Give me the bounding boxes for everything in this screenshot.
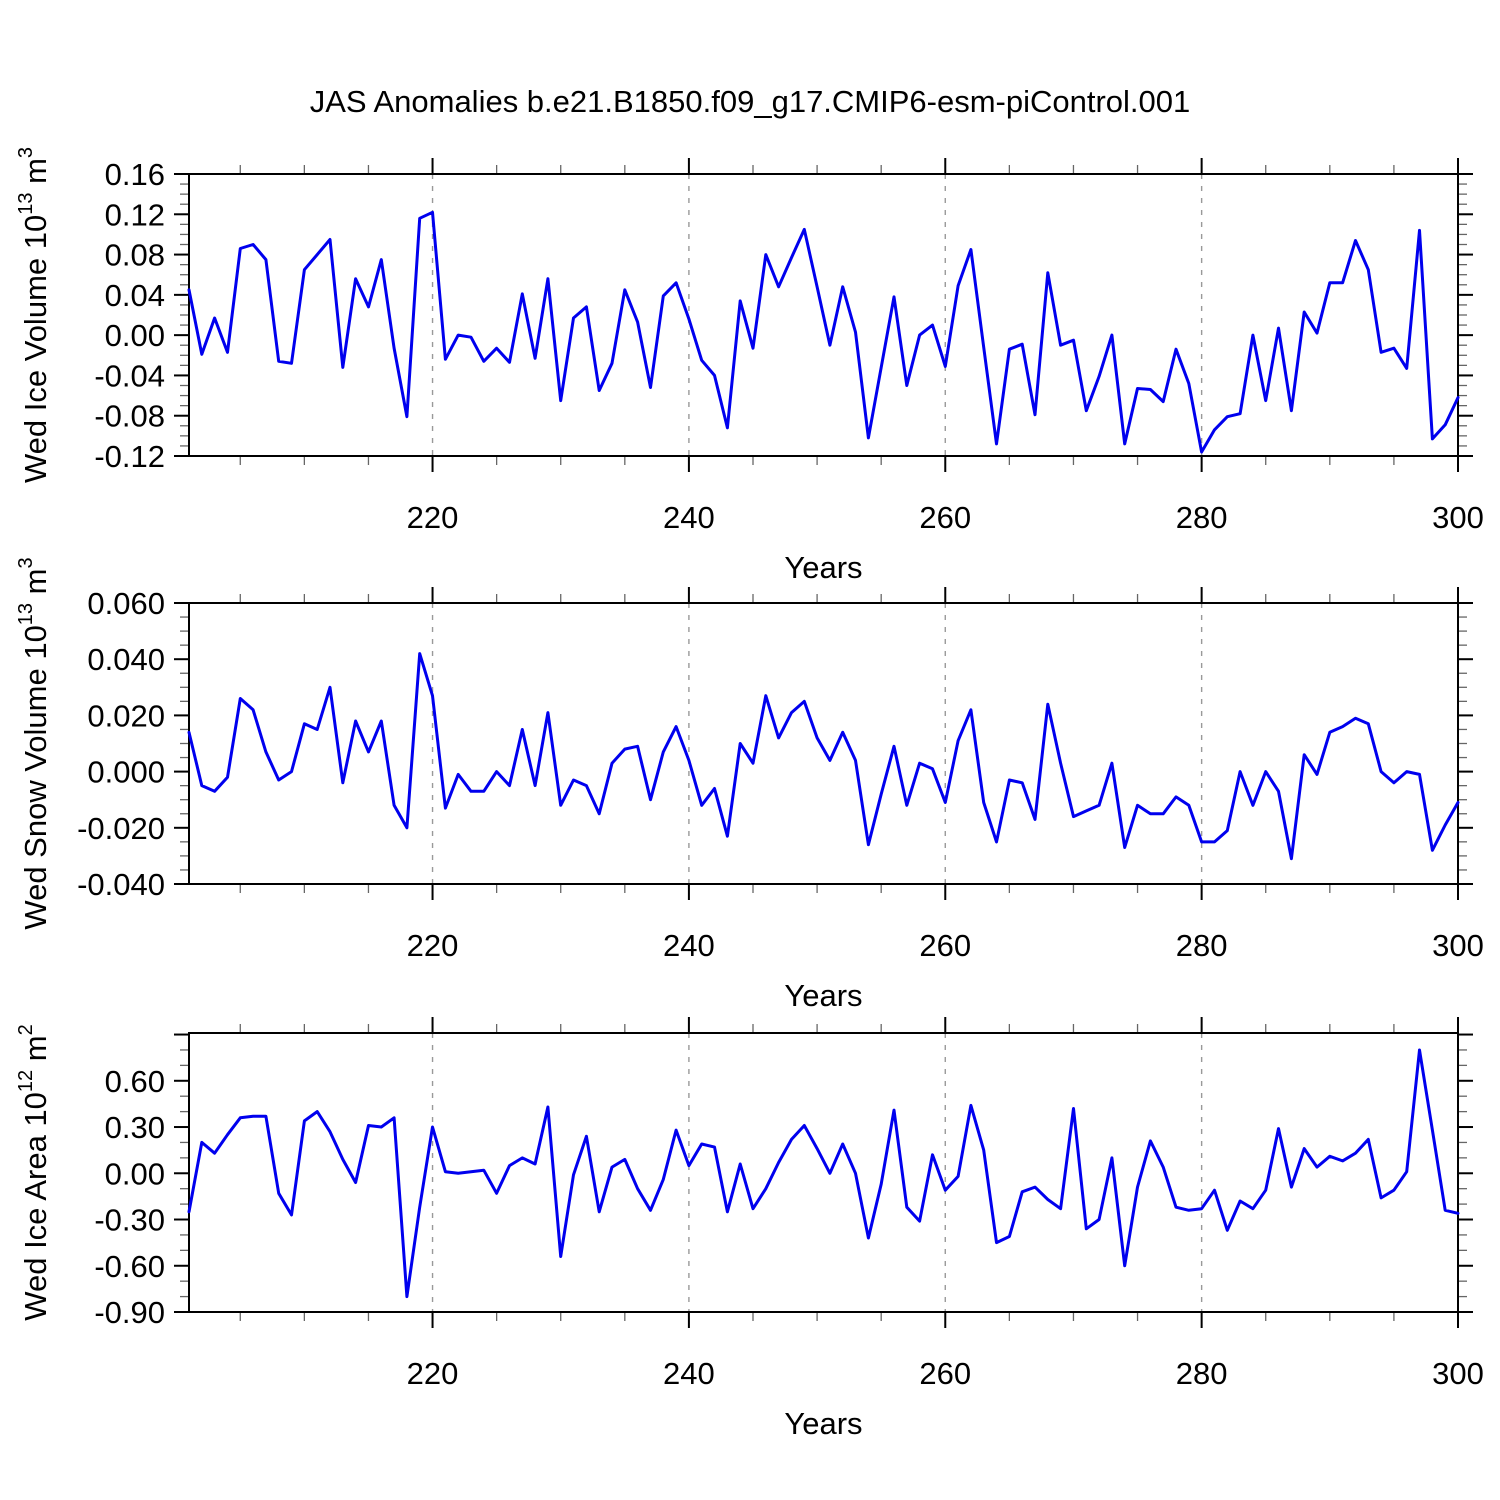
x-tick-label: 280 xyxy=(1176,1356,1228,1391)
y-tick-label: 0.16 xyxy=(105,157,165,192)
x-axis-title: Years xyxy=(784,978,862,1013)
y-tick-label: 0.040 xyxy=(87,642,165,677)
x-tick-label: 300 xyxy=(1432,500,1484,535)
y-tick-label: -0.04 xyxy=(94,358,165,393)
y-tick-label: 0.04 xyxy=(105,278,165,313)
y-tick-label: -0.60 xyxy=(94,1249,165,1284)
y-axis-title: Wed Ice Area 1012 m2 xyxy=(15,1024,53,1320)
x-tick-label: 260 xyxy=(919,928,971,963)
x-tick-label: 300 xyxy=(1432,1356,1484,1391)
chart-title: JAS Anomalies b.e21.B1850.f09_g17.CMIP6-… xyxy=(309,84,1191,119)
data-line-wed-ice-area xyxy=(187,1048,1460,1299)
y-tick-label: 0.08 xyxy=(105,238,165,273)
x-tick-label: 260 xyxy=(919,500,971,535)
y-tick-label: 0.060 xyxy=(87,586,165,621)
y-tick-label: 0.020 xyxy=(87,698,165,733)
panel-wed-ice-volume: 0.16 0.12 0.08 0.04 0.00 -0.04 -0.08 -0.12 220 24… xyxy=(15,147,1484,585)
plot-frame xyxy=(188,602,1459,885)
x-tick-label: 280 xyxy=(1176,500,1228,535)
plot-frame xyxy=(188,1032,1459,1313)
y-tick-label: -0.90 xyxy=(94,1295,165,1330)
x-axis-title: Years xyxy=(784,1406,862,1441)
y-tick-label: -0.30 xyxy=(94,1203,165,1238)
x-tick-label: 300 xyxy=(1432,928,1484,963)
y-tick-label: 0.000 xyxy=(87,755,165,790)
panel-wed-snow-volume: 0.060 0.040 0.020 0.000 -0.020 -0.040 220 240 26… xyxy=(15,557,1484,1013)
x-tick-label: 260 xyxy=(919,1356,971,1391)
x-tick-label: 220 xyxy=(407,500,459,535)
y-tick-label: -0.08 xyxy=(94,399,165,434)
x-tick-label: 280 xyxy=(1176,928,1228,963)
y-tick-label: -0.020 xyxy=(77,811,165,846)
y-tick-label: -0.040 xyxy=(77,867,165,902)
y-tick-label: -0.12 xyxy=(94,439,165,474)
y-tick-label: 0.12 xyxy=(105,197,165,232)
y-tick-label: 0.00 xyxy=(105,318,165,353)
y-tick-label: 0.00 xyxy=(105,1156,165,1191)
x-axis-title: Years xyxy=(784,550,862,585)
x-tick-label: 240 xyxy=(663,928,715,963)
x-tick-label: 240 xyxy=(663,1356,715,1391)
y-tick-label: 0.30 xyxy=(105,1110,165,1145)
y-axis-title: Wed Ice Volume 1013 m3 xyxy=(15,147,53,483)
x-tick-label: 240 xyxy=(663,500,715,535)
y-axis-title: Wed Snow Volume 1013 m3 xyxy=(15,557,53,929)
x-tick-label: 220 xyxy=(407,1356,459,1391)
data-line-wed-ice-volume xyxy=(187,210,1460,454)
plot-frame xyxy=(188,173,1459,457)
panel-wed-ice-area: 0.60 0.30 0.00 -0.30 -0.60 -0.90 220 240 260 280 3… xyxy=(15,1017,1484,1441)
data-line-wed-snow-volume xyxy=(187,652,1460,861)
x-tick-label: 220 xyxy=(407,928,459,963)
y-tick-label: 0.60 xyxy=(105,1064,165,1099)
